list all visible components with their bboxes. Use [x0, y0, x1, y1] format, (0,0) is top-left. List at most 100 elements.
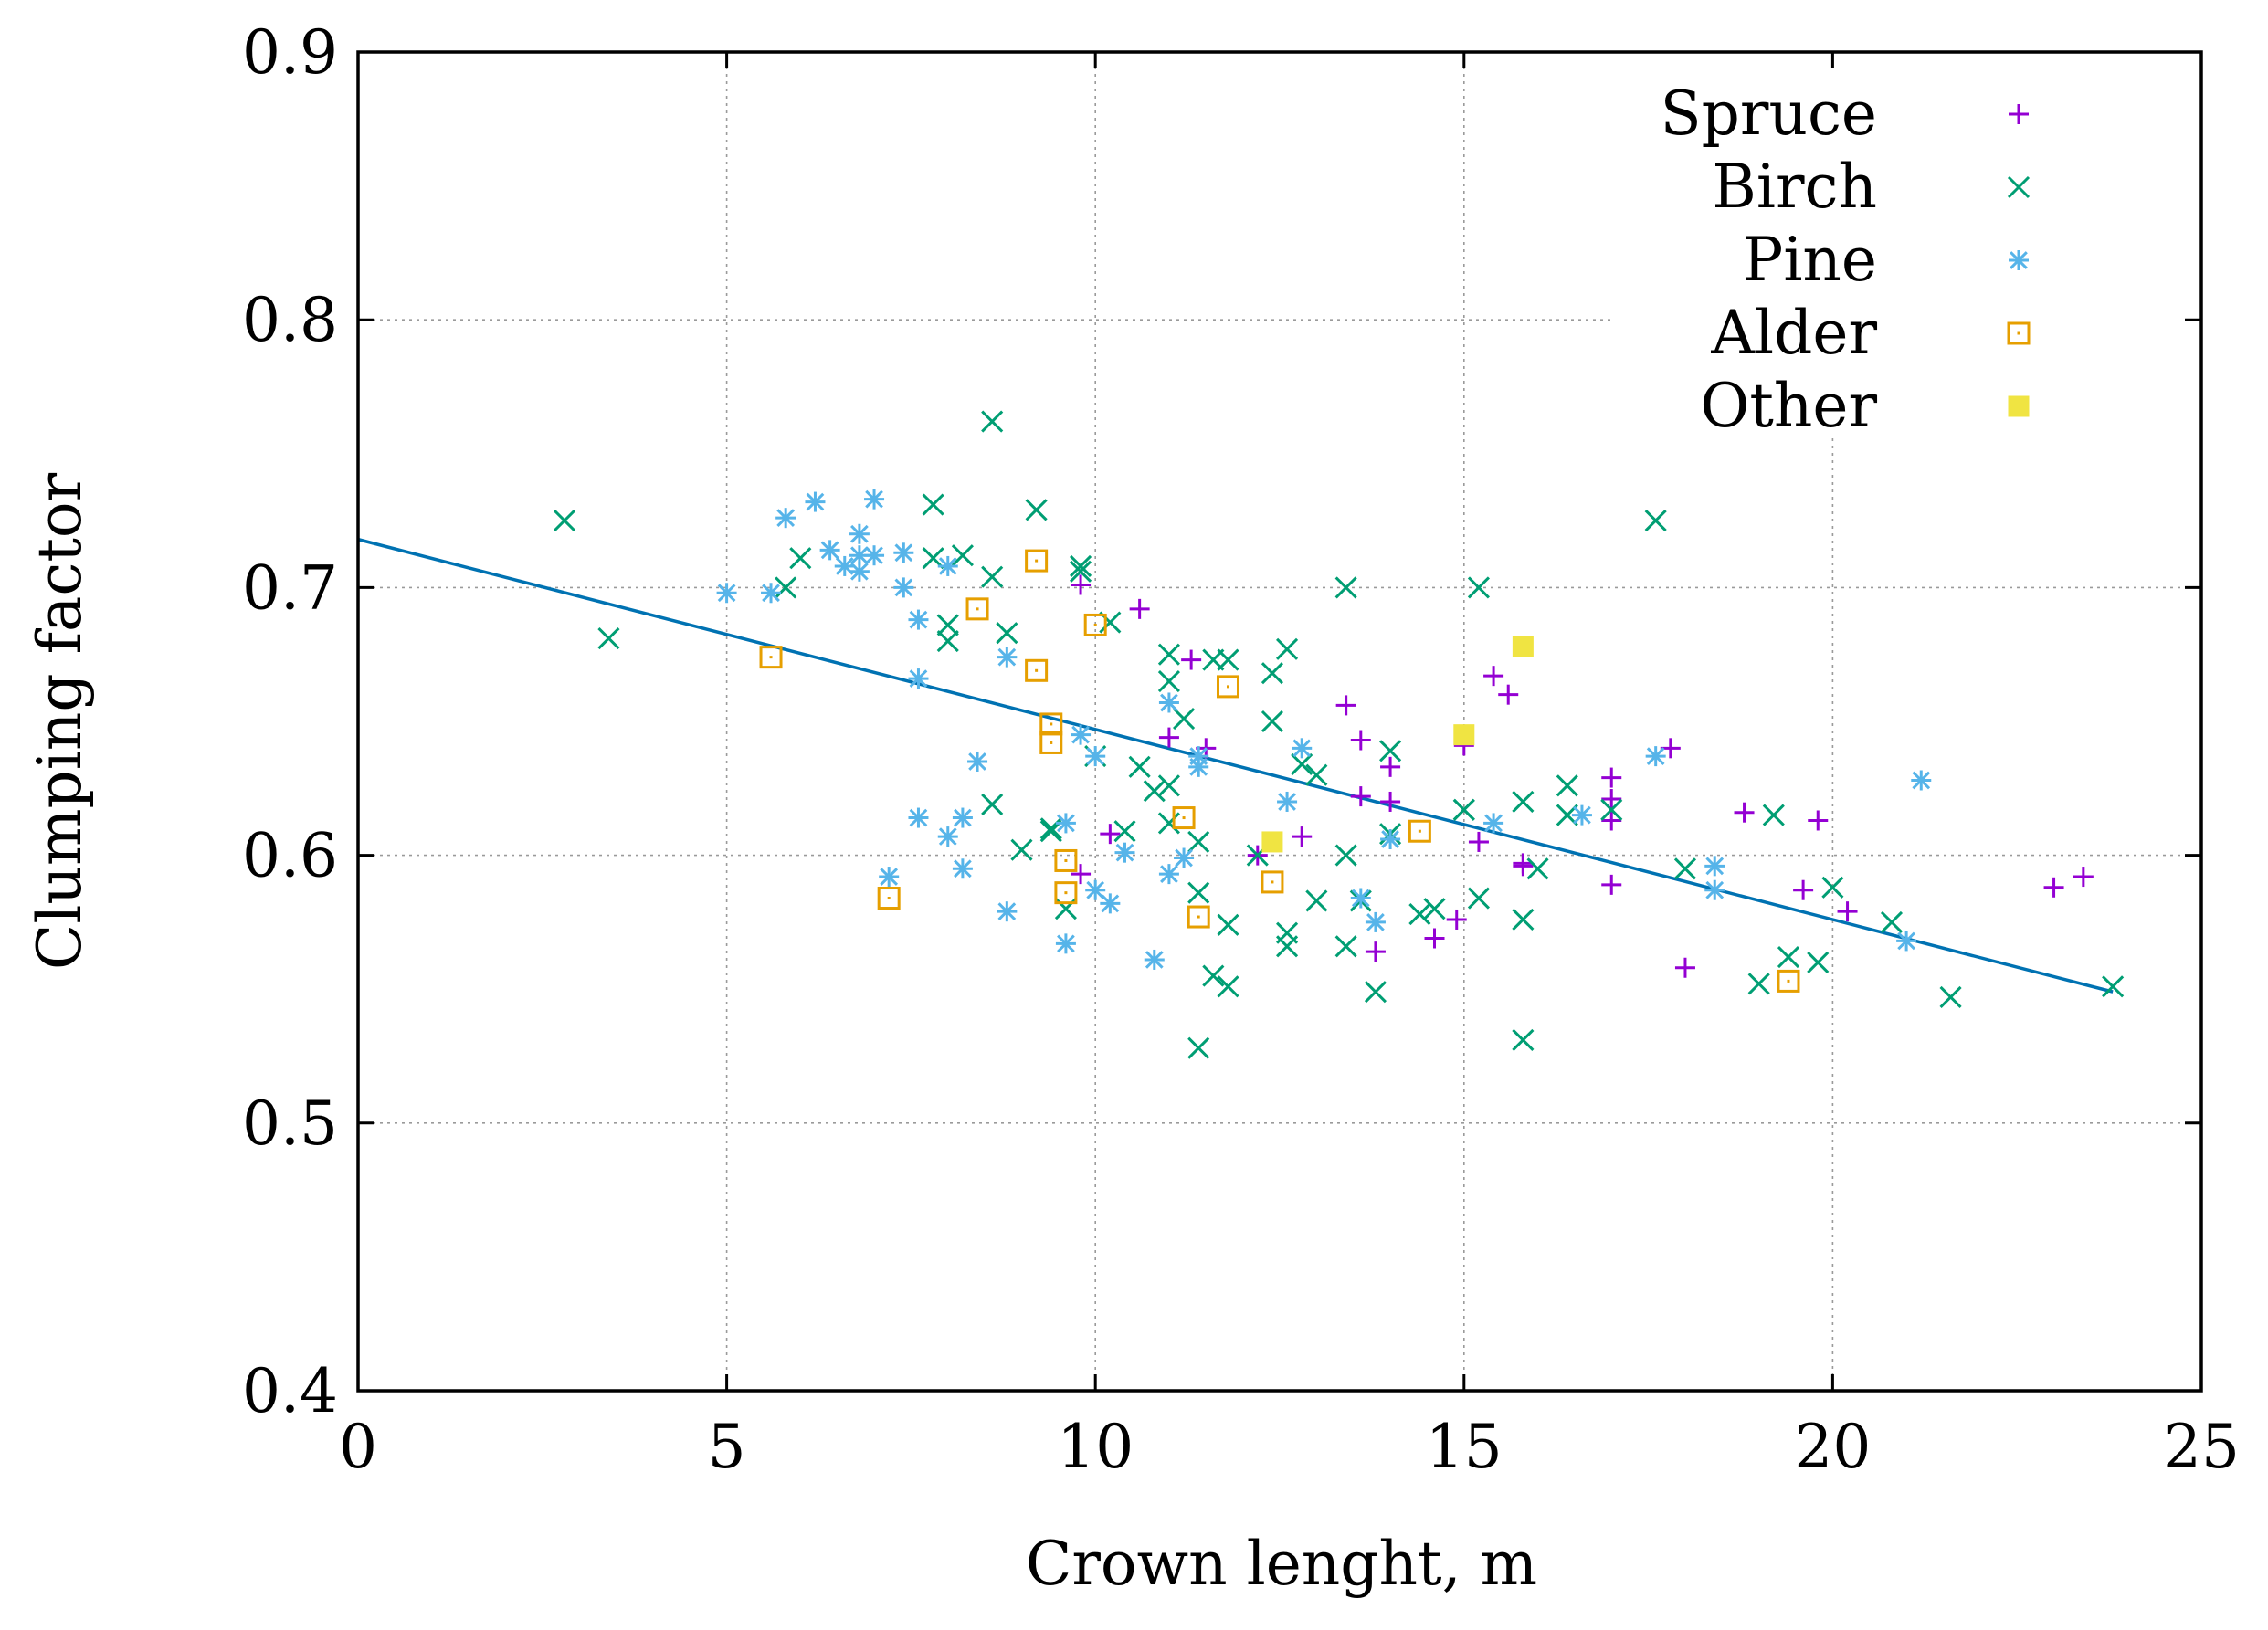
- pine-point: [864, 489, 885, 510]
- alder-point: [1025, 658, 1049, 682]
- birch-point: [1039, 817, 1062, 840]
- birch-point: [1187, 1036, 1210, 1059]
- pine-point: [849, 523, 870, 544]
- birch-point: [1807, 951, 1830, 973]
- legend-label-alder: Alder: [1710, 298, 1877, 368]
- spruce-point: [1129, 598, 1150, 619]
- spruce-point: [1424, 928, 1445, 949]
- spruce-point: [1350, 786, 1371, 807]
- birch-point: [1305, 763, 1328, 786]
- alder-point: [877, 887, 901, 910]
- pine-point: [893, 542, 914, 563]
- spruce-point: [1674, 957, 1695, 978]
- pine-point: [1188, 756, 1209, 777]
- alder-point: [1187, 905, 1210, 929]
- birch-point: [1113, 820, 1136, 843]
- pine-point: [761, 583, 782, 604]
- birch-point: [1025, 499, 1048, 521]
- alder-point: [1054, 881, 1078, 905]
- birch-point: [1452, 798, 1475, 821]
- birch-point: [1556, 774, 1578, 797]
- pine-point: [1350, 888, 1371, 909]
- spruce-point: [1837, 901, 1858, 922]
- spruce-point: [1468, 831, 1489, 852]
- pine-point: [937, 826, 958, 847]
- birch-point: [1157, 669, 1180, 693]
- birch-point: [1128, 755, 1151, 778]
- spruce-point: [1601, 767, 1622, 788]
- spruce-point: [1601, 789, 1622, 810]
- legend-marker-alder: [2007, 321, 2031, 345]
- pine-point: [997, 901, 1018, 922]
- axis-ticks: 0 5 10 15 20 25 0.4 0.5 0.6 0.7 0.8 0.9: [242, 17, 2240, 1482]
- alder-point: [1408, 819, 1431, 843]
- other-point: [1512, 636, 1534, 657]
- birch-point: [1334, 576, 1357, 599]
- pine-point: [967, 751, 988, 772]
- birch-point: [1157, 812, 1180, 835]
- birch-point: [789, 547, 812, 570]
- alder-point: [1172, 806, 1196, 830]
- pine-point: [1100, 893, 1121, 914]
- pine-point: [1911, 770, 1932, 791]
- y-tick-label: 0.8: [242, 285, 338, 355]
- spruce-point: [1100, 824, 1121, 845]
- birch-point: [1157, 643, 1180, 666]
- pine-point: [864, 545, 885, 566]
- pine-point: [1704, 856, 1725, 877]
- birch-point: [996, 622, 1018, 645]
- birch-point: [1512, 1028, 1535, 1051]
- pine-point: [1645, 746, 1666, 767]
- birch-point: [1276, 637, 1299, 660]
- spruce-point: [1158, 727, 1179, 748]
- alder-point: [1083, 613, 1107, 636]
- pine-point: [1483, 813, 1504, 834]
- pine-point: [716, 583, 737, 604]
- pine-point: [1158, 692, 1179, 713]
- pine-point: [819, 540, 840, 561]
- pine-point: [1292, 738, 1313, 759]
- plot-frame: [356, 50, 2203, 1393]
- legend-label-pine: Pine: [1743, 225, 1877, 295]
- grid-lines: [358, 52, 2201, 1391]
- birch-point: [1747, 973, 1770, 995]
- spruce-point: [1071, 864, 1092, 885]
- pine-point: [937, 555, 958, 576]
- spruce-point: [1793, 879, 1814, 900]
- spruce-point: [1734, 802, 1755, 823]
- spruce-point: [1071, 574, 1092, 595]
- birch-point: [1467, 887, 1491, 910]
- birch-point: [1467, 576, 1491, 599]
- birch-point: [1217, 648, 1239, 671]
- birch-point: [1187, 830, 1210, 854]
- y-tick-label: 0.5: [242, 1088, 338, 1159]
- birch-point: [2102, 975, 2125, 998]
- x-tick-label: 25: [2163, 1412, 2240, 1482]
- birch-point: [1217, 913, 1239, 936]
- spruce-point: [2073, 867, 2094, 888]
- birch-point: [1526, 857, 1549, 880]
- birch-point: [1173, 708, 1196, 731]
- birch-point: [1010, 838, 1033, 861]
- spruce-point: [1513, 853, 1534, 874]
- x-tick-label: 0: [339, 1412, 377, 1482]
- birch-point: [1364, 981, 1387, 1004]
- birch-point: [1762, 804, 1785, 826]
- x-axis-title: Crown lenght, m: [1026, 1529, 1537, 1599]
- birch-point: [1291, 752, 1313, 775]
- pine-point: [1055, 813, 1076, 834]
- birch-point: [981, 793, 1004, 815]
- pine-point: [1085, 746, 1106, 767]
- birch-point: [1644, 510, 1667, 532]
- birch-point: [922, 493, 944, 516]
- pine-point: [1365, 911, 1386, 932]
- birch-point: [1777, 945, 1800, 969]
- birch-point: [1187, 881, 1210, 904]
- birch-point: [1512, 790, 1535, 814]
- spruce-point: [1446, 909, 1467, 930]
- spruce-point: [1601, 874, 1622, 895]
- birch-point: [1305, 889, 1328, 912]
- pine-point: [1144, 949, 1165, 970]
